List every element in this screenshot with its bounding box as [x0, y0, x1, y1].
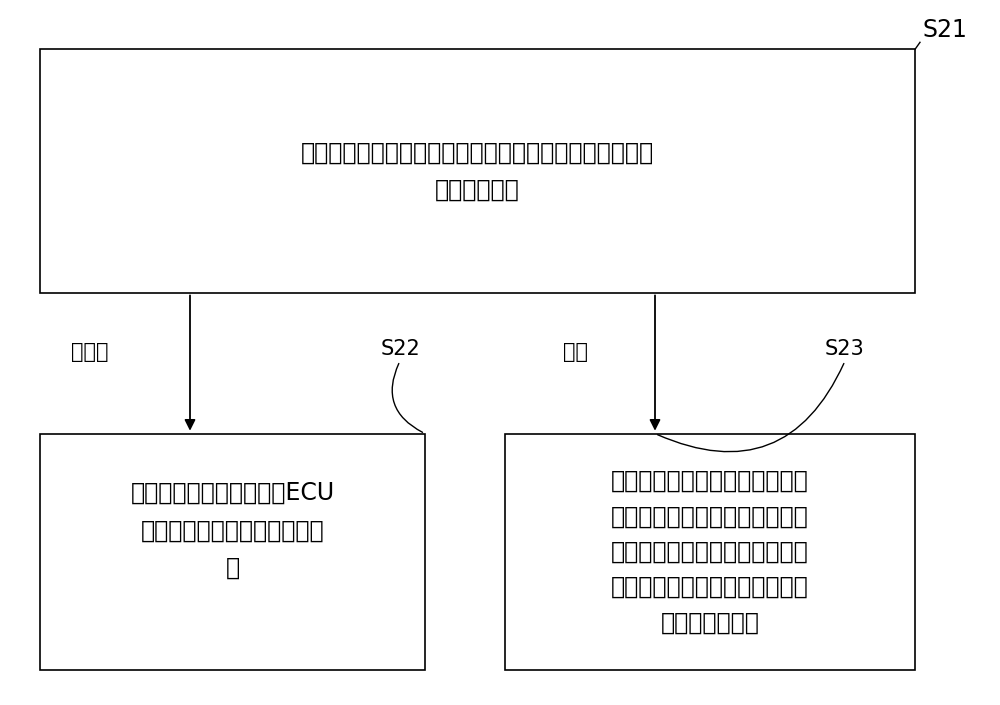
Text: 根据车辆与前方障碍物之间的间
距判断车辆移动所述间距后是否
继续满足后备箱开启所需的最小
距离阈值，若不满足，则生成转
向的移动指令。: 根据车辆与前方障碍物之间的间 距判断车辆移动所述间距后是否 继续满足后备箱开启所… [611, 469, 809, 634]
Text: 通过整车网关向自助移车ECU
模块发送直行向前的移动指令
。: 通过整车网关向自助移车ECU 模块发送直行向前的移动指令 。 [130, 482, 335, 580]
Text: 不存在: 不存在 [71, 343, 109, 362]
Text: S23: S23 [825, 339, 865, 359]
Text: S21: S21 [923, 18, 967, 42]
Text: 扫描车辆周边环境，检测车辆前方设定的距离范围内是否
存在障碍物；: 扫描车辆周边环境，检测车辆前方设定的距离范围内是否 存在障碍物； [301, 140, 654, 202]
Text: 存在: 存在 [562, 343, 588, 362]
FancyArrowPatch shape [392, 364, 423, 432]
FancyArrowPatch shape [658, 364, 844, 452]
Bar [40, 49, 915, 293]
Text: S22: S22 [380, 339, 420, 359]
Bar [40, 434, 425, 670]
Bar [505, 434, 915, 670]
